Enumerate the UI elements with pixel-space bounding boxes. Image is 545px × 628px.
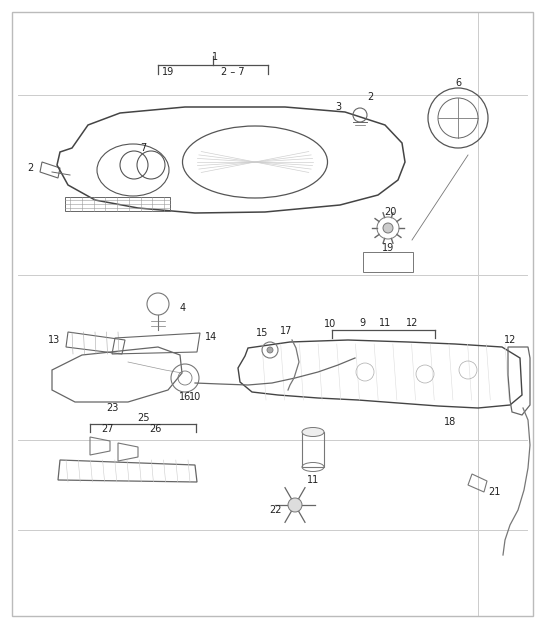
Text: 26: 26 (149, 424, 161, 434)
Text: 9: 9 (359, 318, 365, 328)
Text: 7: 7 (140, 143, 146, 153)
Text: 19: 19 (382, 243, 394, 253)
Text: 2: 2 (27, 163, 33, 173)
Text: 22: 22 (270, 505, 282, 515)
Text: 15: 15 (256, 328, 268, 338)
Text: 14: 14 (205, 332, 217, 342)
Circle shape (288, 498, 302, 512)
Circle shape (267, 347, 273, 353)
Circle shape (383, 223, 393, 233)
Bar (363, 252, 413, 272)
Ellipse shape (302, 428, 324, 436)
Text: 11: 11 (307, 475, 319, 485)
Text: 10: 10 (324, 319, 336, 329)
Text: 6: 6 (455, 78, 461, 88)
Text: 23: 23 (106, 403, 118, 413)
Text: 3: 3 (335, 102, 341, 112)
Text: 12: 12 (406, 318, 418, 328)
Text: 17: 17 (280, 326, 292, 336)
Text: 19: 19 (162, 67, 174, 77)
Text: 20: 20 (384, 207, 396, 217)
Text: 16: 16 (179, 392, 191, 402)
Text: 4: 4 (180, 303, 186, 313)
Text: 12: 12 (504, 335, 516, 345)
Text: 21: 21 (488, 487, 500, 497)
Text: 2: 2 (367, 92, 373, 102)
Text: 18: 18 (444, 417, 456, 427)
Bar (65, 197, 170, 211)
Text: 1: 1 (212, 52, 218, 62)
Bar (302, 432, 324, 467)
Text: 27: 27 (102, 424, 114, 434)
Text: 13: 13 (48, 335, 60, 345)
Text: 10: 10 (189, 392, 201, 402)
Text: 25: 25 (137, 413, 149, 423)
Text: 11: 11 (379, 318, 391, 328)
Text: 2 – 7: 2 – 7 (221, 67, 245, 77)
